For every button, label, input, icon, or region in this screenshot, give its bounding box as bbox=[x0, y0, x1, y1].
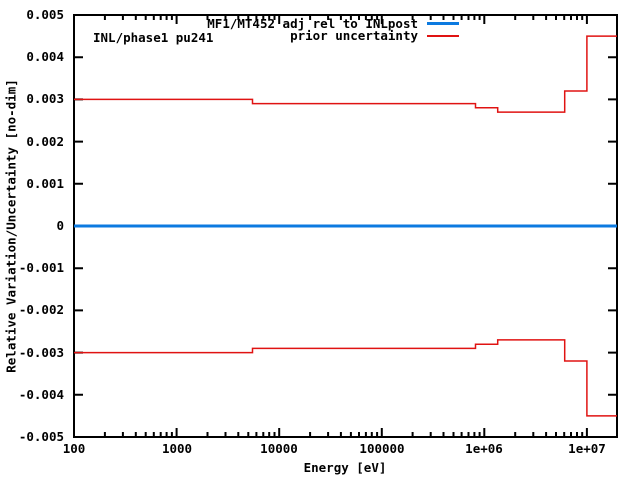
y-tick-label: -0.001 bbox=[18, 260, 64, 275]
plot-label: INL/phase1 pu241 bbox=[93, 30, 214, 45]
legend-item-label: prior uncertainty bbox=[290, 28, 418, 43]
x-tick-label: 1e+06 bbox=[465, 441, 503, 456]
series-line-1-1 bbox=[74, 339, 617, 417]
y-axis-title: Relative Variation/Uncertainty [no-dim] bbox=[3, 79, 19, 373]
x-tick-label: 100000 bbox=[359, 441, 405, 456]
y-tick-label: 0.002 bbox=[26, 134, 64, 149]
x-tick-label: 1e+07 bbox=[568, 441, 606, 456]
y-tick-label: 0.004 bbox=[26, 49, 64, 64]
legend-line-sample bbox=[427, 22, 459, 25]
x-tick-label: 10000 bbox=[260, 441, 298, 456]
legend-line-sample bbox=[427, 35, 459, 37]
x-axis-title: Energy [eV] bbox=[303, 460, 387, 475]
y-tick-label: 0.005 bbox=[26, 7, 64, 22]
y-tick-label: 0.003 bbox=[26, 91, 64, 106]
series-line-1-0 bbox=[74, 35, 617, 113]
legend-item-label: MF1/MT452 adj rel to INLpost bbox=[207, 15, 418, 31]
y-tick-label: -0.005 bbox=[18, 429, 64, 444]
x-tick-label: 100 bbox=[62, 441, 86, 456]
y-tick-label: 0 bbox=[56, 218, 64, 233]
y-tick-label: -0.004 bbox=[18, 387, 64, 402]
y-tick-label: -0.002 bbox=[18, 302, 64, 317]
x-tick-label: 1000 bbox=[161, 441, 193, 456]
y-tick-label: 0.001 bbox=[26, 176, 64, 191]
y-tick-label: -0.003 bbox=[18, 345, 64, 360]
